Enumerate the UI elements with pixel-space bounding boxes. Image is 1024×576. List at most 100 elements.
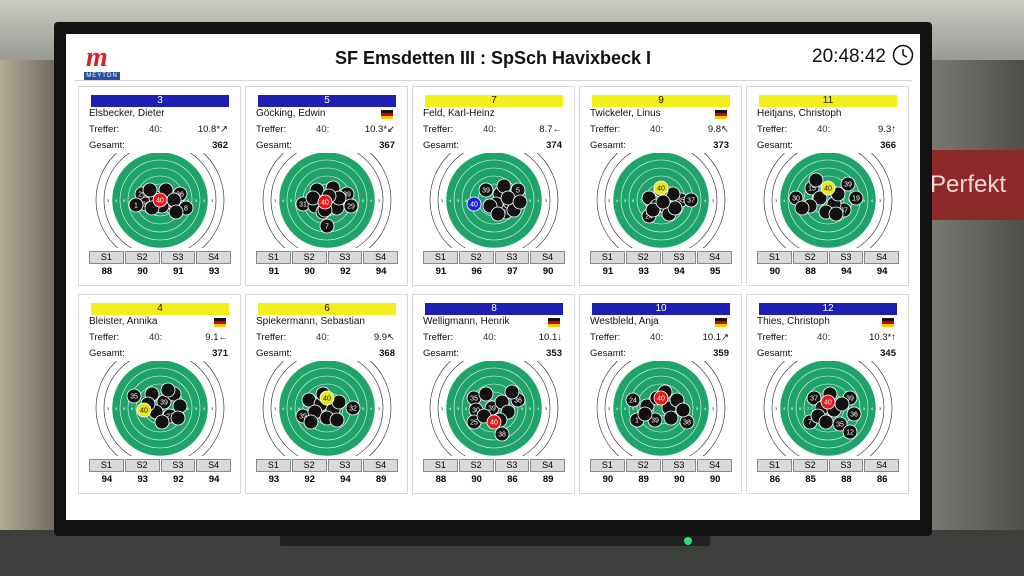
- target-svg: 33445566773953740: [425, 153, 563, 248]
- svg-text:8: 8: [184, 206, 188, 213]
- gesamt-label: Gesamt:: [89, 140, 125, 151]
- ring-number: 4: [871, 406, 874, 411]
- svg-text:24: 24: [645, 214, 653, 221]
- shooter-card-10[interactable]: 10 Westbleld, Anja Treffer: 40: 10.1↗ Gesamt:…: [579, 294, 742, 494]
- svg-text:37: 37: [502, 210, 510, 217]
- gesamt-value: 373: [713, 140, 729, 151]
- gesamt-row: Gesamt: 345: [757, 348, 900, 359]
- ring-number: 5: [791, 406, 794, 411]
- svg-text:40: 40: [657, 186, 665, 193]
- shooter-card-11[interactable]: 11 Heitjans, Christoph Treffer: 40: 9.3↑ Gesa…: [746, 86, 909, 286]
- series-table: S1 S2 S3 S4 91 90 92 94: [256, 251, 399, 277]
- ring-number: 7: [847, 198, 850, 203]
- ring-number: 5: [624, 198, 627, 203]
- series-value: 92: [304, 474, 315, 485]
- shot-mark: [663, 410, 679, 426]
- shooter-card-8[interactable]: 8 Welligmann, Henrik Treffer: 40: 10.1↓ Gesam…: [412, 294, 575, 494]
- series-table: S1 S2 S3 S4 86 85 88 86: [757, 459, 900, 485]
- shot-mark: 39: [840, 176, 856, 192]
- target-display: 334455667735363039253840: [425, 361, 563, 456]
- treffer-count: 40:: [483, 332, 497, 343]
- svg-text:39: 39: [482, 188, 490, 195]
- last-shot-mark: 40: [466, 196, 482, 212]
- treffer-row: Treffer: 40: 8.7←: [423, 124, 566, 135]
- svg-text:40: 40: [321, 200, 329, 207]
- svg-text:37: 37: [810, 396, 818, 403]
- shot-mark: 36: [846, 406, 862, 422]
- svg-text:32: 32: [349, 406, 357, 413]
- svg-text:39: 39: [488, 406, 496, 413]
- series-value: 93: [137, 474, 148, 485]
- shooter-card-4[interactable]: 4 Bleister, Annika Treffer: 40: 9.1← Gesamt: 3…: [78, 294, 241, 494]
- series-value: 94: [101, 474, 113, 485]
- shot-mark: 24: [625, 392, 641, 408]
- treffer-label: Treffer:: [590, 124, 621, 135]
- svg-text:40: 40: [156, 198, 164, 205]
- tv-stand: [280, 536, 710, 546]
- series-value: 89: [375, 474, 387, 485]
- treffer-label: Treffer:: [89, 124, 120, 135]
- svg-text:36: 36: [176, 192, 184, 199]
- shot-mark: [637, 406, 653, 422]
- shot-mark: 1: [128, 197, 144, 213]
- shot-mark: 35: [832, 416, 848, 432]
- gesamt-row: Gesamt: 366: [757, 140, 900, 151]
- series-values: 86 85 88 86: [757, 474, 900, 485]
- shooter-name: Heitjans, Christoph: [757, 108, 842, 119]
- series-labels: S1 S2 S3 S4: [423, 251, 566, 264]
- series-value: 92: [340, 266, 351, 277]
- last-shot-value: 9.9↖: [373, 332, 395, 343]
- svg-text:38: 38: [683, 420, 691, 427]
- power-led: [684, 537, 692, 545]
- last-shot-mark: 40: [653, 390, 669, 406]
- svg-text:39: 39: [343, 192, 351, 199]
- ring-number: 6: [799, 406, 802, 411]
- series-value: 90: [674, 474, 685, 485]
- shot-mark: [154, 414, 170, 430]
- shot-mark: 12: [842, 424, 858, 440]
- treffer-row: Treffer: 40: 9.8↖: [590, 124, 733, 135]
- treffer-label: Treffer:: [256, 124, 287, 135]
- gesamt-row: Gesamt: 368: [256, 348, 399, 359]
- series-label: S2: [625, 251, 661, 264]
- svg-text:40: 40: [824, 186, 832, 193]
- series-label: S3: [494, 251, 530, 264]
- treffer-row: Treffer: 40: 9.3↑: [757, 124, 900, 135]
- treffer-label: Treffer:: [757, 124, 788, 135]
- shooter-card-9[interactable]: 9 Twickeler, Linus Treffer: 40: 9.8↖ Gesamt: 3…: [579, 86, 742, 286]
- series-value: 88: [101, 266, 113, 277]
- shooter-card-3[interactable]: 3 Elsbecker, Dieter Treffer: 40: 10.8*↗ Gesam…: [78, 86, 241, 286]
- svg-text:1: 1: [635, 418, 639, 425]
- ring-number: 7: [640, 198, 643, 203]
- last-shot-value: 10.3*↑: [869, 332, 896, 343]
- shooter-card-7[interactable]: 7 Feld, Karl-Heinz Treffer: 40: 8.7← Gesamt: 3…: [412, 86, 575, 286]
- series-label: S1: [256, 459, 291, 472]
- shooter-card-5[interactable]: 5 Göcking, Edwin Treffer: 40: 10.3*↙ Gesamt: 3…: [245, 86, 408, 286]
- series-table: S1 S2 S3 S4 94 93 92 94: [89, 459, 232, 485]
- series-value: 88: [435, 474, 447, 485]
- svg-text:39: 39: [844, 182, 852, 189]
- lane-number: 8: [425, 303, 563, 315]
- gesamt-row: Gesamt: 362: [89, 140, 232, 151]
- series-label: S1: [256, 251, 291, 264]
- shot-mark: [645, 202, 661, 218]
- svg-text:40: 40: [657, 396, 665, 403]
- gesamt-row: Gesamt: 374: [423, 140, 566, 151]
- shooter-name: Westbleld, Anja: [590, 316, 659, 327]
- svg-text:39: 39: [651, 418, 659, 425]
- germany-flag-icon: [715, 110, 727, 119]
- series-value: 88: [805, 266, 816, 277]
- ring-number: 4: [704, 198, 707, 203]
- shot-mark: [655, 194, 671, 210]
- series-value: 93: [638, 266, 649, 277]
- gesamt-value: 359: [713, 348, 729, 359]
- series-labels: S1 S2 S3 S4: [590, 459, 733, 472]
- ring-number: 3: [378, 406, 381, 411]
- shooter-card-12[interactable]: 12 Thies, Christoph Treffer: 40: 10.3*↑ Gesam…: [746, 294, 909, 494]
- series-label: S1: [423, 251, 458, 264]
- series-value: 90: [602, 474, 614, 485]
- svg-text:29: 29: [347, 204, 355, 211]
- ring-number: 5: [457, 198, 460, 203]
- shooter-card-6[interactable]: 6 Spiekermann, Sebastian Treffer: 40: 9.9↖ Ge…: [245, 294, 408, 494]
- series-value: 96: [471, 266, 482, 277]
